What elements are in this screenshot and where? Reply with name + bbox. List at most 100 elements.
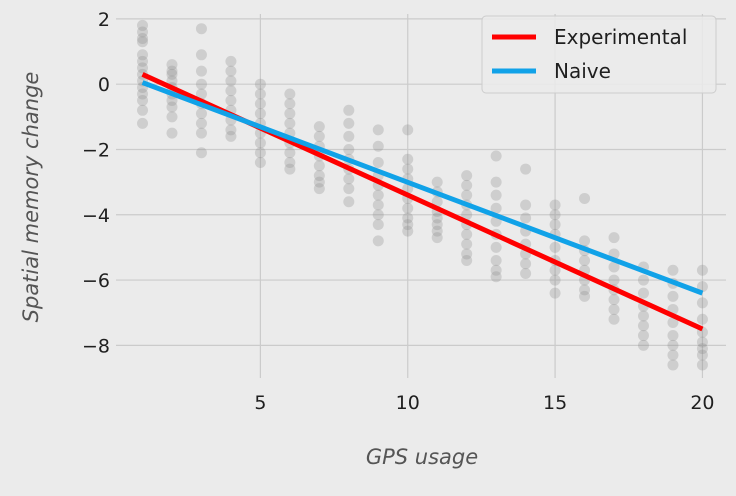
scatter-point: [372, 235, 384, 247]
scatter-point: [137, 26, 149, 38]
scatter-point: [166, 127, 178, 139]
scatter-point: [166, 101, 178, 113]
x-axis-label: GPS usage: [366, 445, 478, 469]
scatter-point: [137, 19, 149, 31]
scatter-point: [490, 254, 502, 266]
scatter-point: [431, 232, 443, 244]
scatter-point: [696, 264, 708, 276]
scatter-point: [284, 88, 296, 100]
scatter-point: [313, 160, 325, 172]
scatter-point: [372, 219, 384, 231]
scatter-point: [343, 130, 355, 142]
scatter-point: [608, 232, 620, 244]
scatter-point: [696, 281, 708, 293]
scatter-point: [313, 121, 325, 133]
scatter-point: [195, 49, 207, 61]
scatter-point: [637, 339, 649, 351]
scatter-point: [313, 183, 325, 195]
scatter-point: [549, 287, 561, 299]
scatter-point: [637, 310, 649, 322]
scatter-point: [579, 192, 591, 204]
scatter-point: [313, 176, 325, 188]
scatter-point: [608, 303, 620, 315]
legend-label-experimental: Experimental: [554, 25, 687, 49]
scatter-point: [166, 65, 178, 77]
scatter-point: [461, 209, 473, 221]
scatter-point: [490, 189, 502, 201]
scatter-point: [549, 199, 561, 211]
scatter-point: [490, 202, 502, 214]
scatter-point: [608, 294, 620, 306]
scatter-point: [461, 238, 473, 250]
scatter-point: [254, 88, 266, 100]
scatter-point: [520, 268, 532, 280]
scatter-point: [313, 170, 325, 182]
y-tick-label: −8: [82, 335, 110, 357]
scatter-point: [579, 284, 591, 296]
scatter-point: [608, 274, 620, 286]
scatter-point: [372, 199, 384, 211]
scatter-point: [195, 88, 207, 100]
scatter-point: [195, 108, 207, 120]
scatter-point: [372, 209, 384, 221]
scatter-point: [343, 196, 355, 208]
scatter-point: [431, 176, 443, 188]
scatter-point: [549, 209, 561, 221]
scatter-point: [520, 163, 532, 175]
scatter-point: [608, 313, 620, 325]
scatter-point: [667, 264, 679, 276]
y-tick-label: 2: [98, 9, 110, 31]
scatter-point: [372, 189, 384, 201]
scatter-point: [284, 157, 296, 169]
scatter-point: [579, 254, 591, 266]
scatter-point: [284, 163, 296, 175]
scatter-point: [195, 127, 207, 139]
scatter-point: [579, 235, 591, 247]
scatter-point: [137, 49, 149, 61]
scatter-point: [372, 140, 384, 152]
scatter-point: [667, 317, 679, 329]
scatter-point: [225, 55, 237, 67]
scatter-point: [520, 212, 532, 224]
scatter-point: [343, 183, 355, 195]
scatter-point: [137, 36, 149, 48]
scatter-point: [461, 248, 473, 260]
scatter-point: [254, 108, 266, 120]
scatter-point: [166, 95, 178, 107]
scatter-point: [254, 78, 266, 90]
scatter-point: [254, 137, 266, 149]
scatter-point: [402, 212, 414, 224]
scatter-point: [461, 228, 473, 240]
scatter-point: [579, 290, 591, 302]
scatter-point: [696, 297, 708, 309]
scatter-point: [195, 147, 207, 159]
scatter-point: [195, 78, 207, 90]
scatter-point: [137, 55, 149, 67]
scatter-point: [284, 108, 296, 120]
scatter-point: [490, 264, 502, 276]
scatter-point: [696, 359, 708, 371]
scatter-point: [696, 313, 708, 325]
series-line-naive: [141, 80, 704, 296]
scatter-point: [166, 111, 178, 123]
scatter-point: [137, 88, 149, 100]
scatter-point: [284, 117, 296, 129]
scatter-point: [667, 359, 679, 371]
scatter-point: [667, 339, 679, 351]
scatter-point: [549, 274, 561, 286]
scatter-point: [284, 98, 296, 110]
scatter-point: [461, 254, 473, 266]
scatter-point: [402, 124, 414, 136]
scatter-point: [343, 143, 355, 155]
scatter-point: [461, 179, 473, 191]
scatter-point: [549, 264, 561, 276]
x-tick-label: 5: [254, 392, 266, 414]
scatter-point: [313, 130, 325, 142]
scatter-point: [225, 130, 237, 142]
scatter-point: [195, 23, 207, 35]
scatter-point: [549, 241, 561, 253]
scatter-point: [637, 330, 649, 342]
scatter-point: [254, 147, 266, 159]
scatter-point: [667, 290, 679, 302]
